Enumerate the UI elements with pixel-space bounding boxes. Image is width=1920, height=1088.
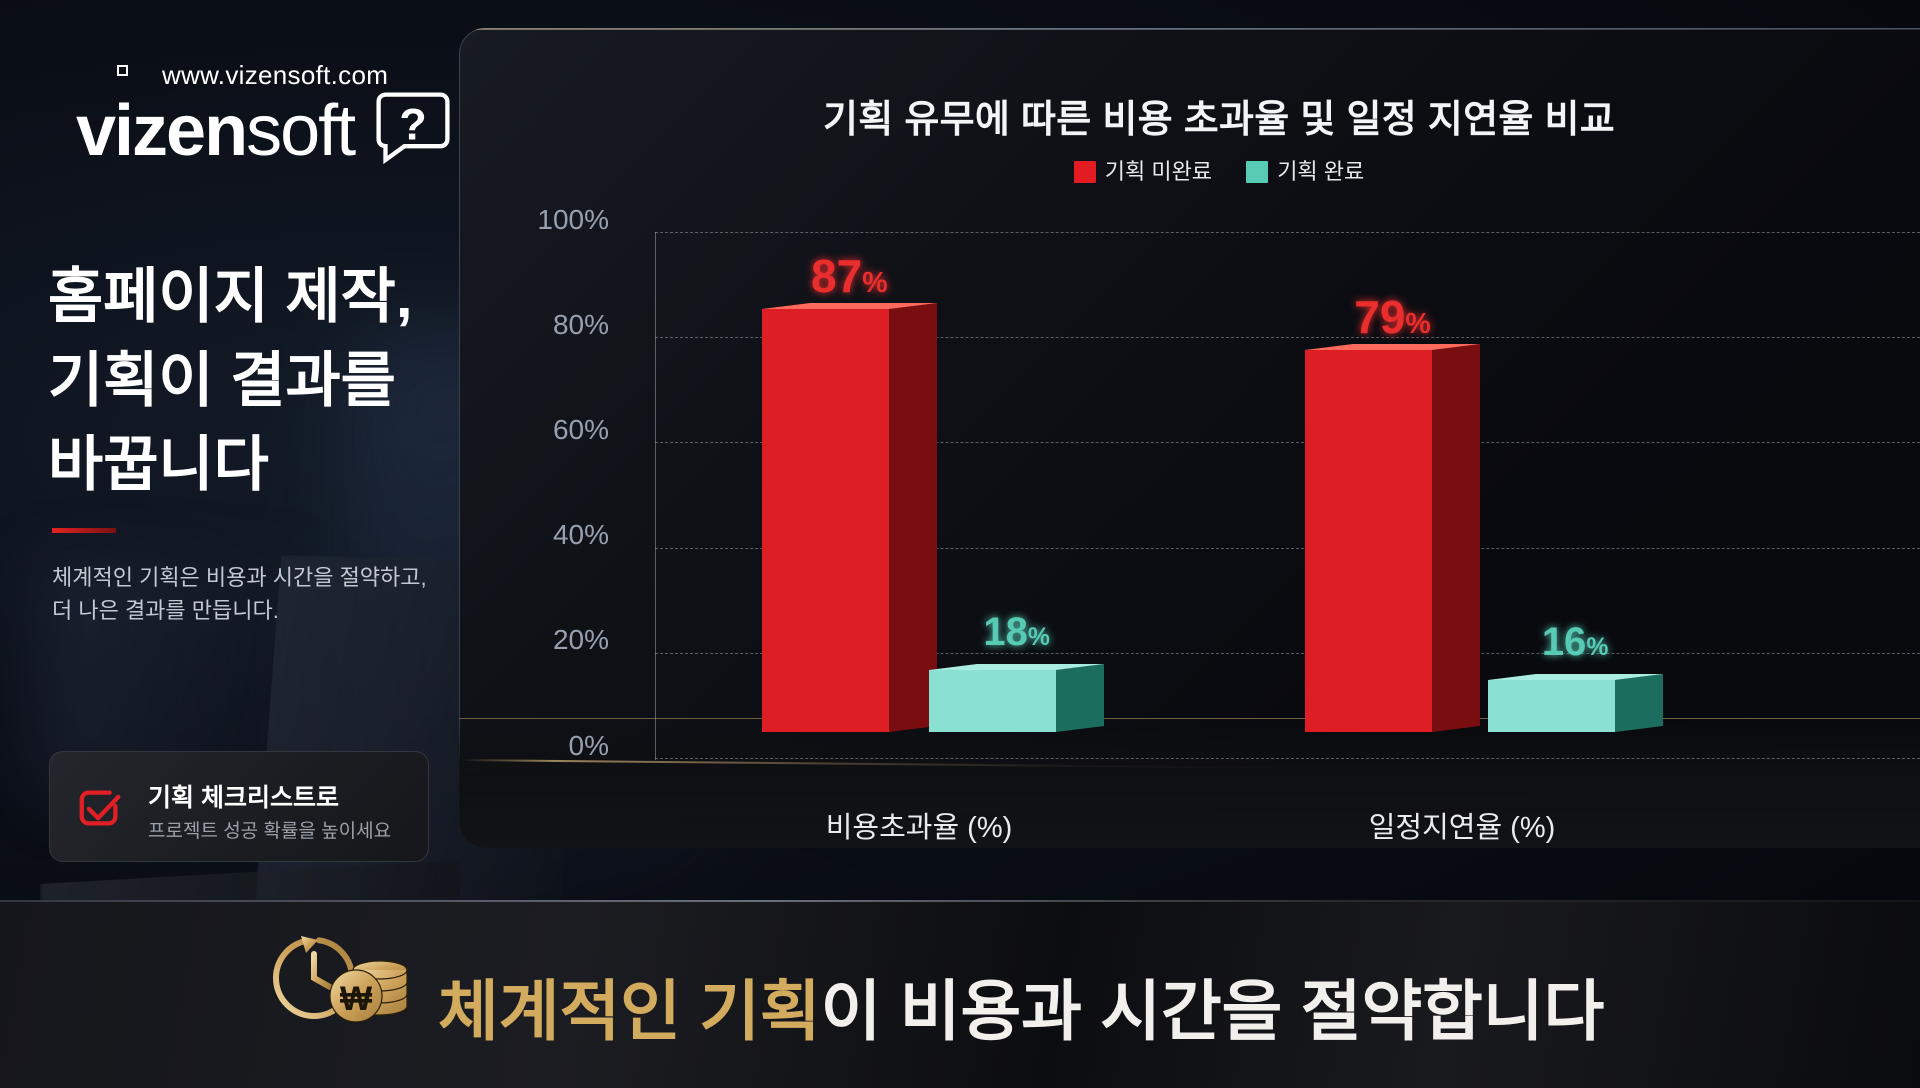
svg-text:₩: ₩ [340, 980, 373, 1018]
svg-text:?: ? [399, 100, 426, 149]
